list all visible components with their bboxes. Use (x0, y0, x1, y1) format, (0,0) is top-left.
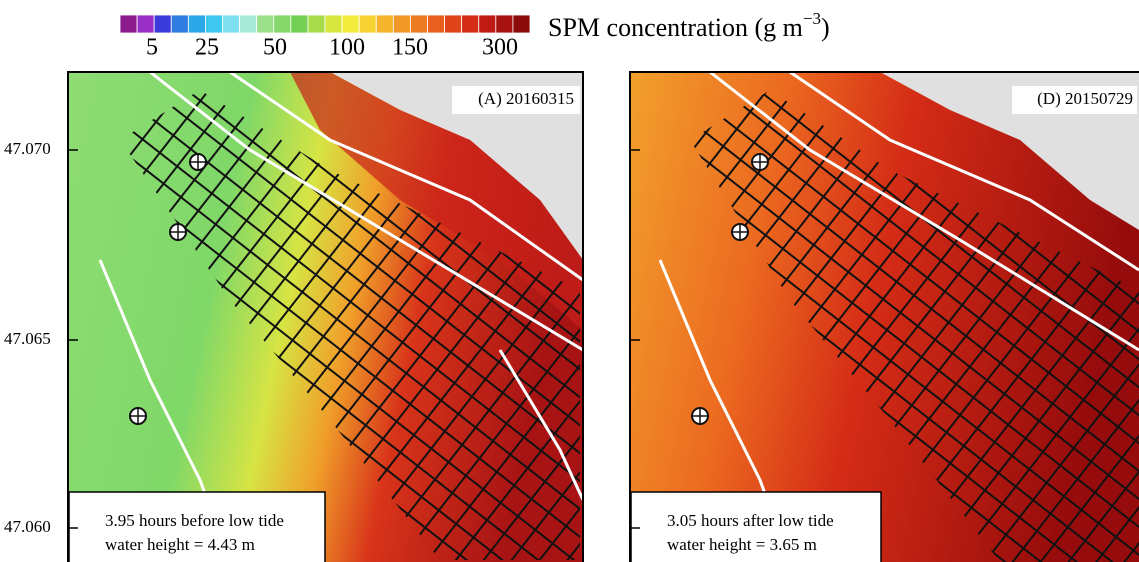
panel-label: (D) 20150729 (1037, 89, 1133, 108)
map-a (68, 72, 583, 562)
colorbar-tick-label: 100 (329, 35, 365, 61)
note: water height = 4.43 m (105, 535, 255, 554)
colorbar-swatch (119, 14, 138, 34)
colorbar-tick-label: 150 (392, 35, 428, 61)
colorbar-swatch (512, 14, 531, 34)
y-tick-label: 47.060 (4, 517, 51, 536)
colorbar-label: SPM concentration (g m−3) (548, 9, 830, 42)
colorbar-swatch (290, 14, 309, 34)
note: 3.95 hours before low tide (105, 511, 284, 530)
colorbar-swatch (273, 14, 292, 34)
colorbar-swatch (444, 14, 463, 34)
colorbar-swatch (461, 14, 480, 34)
colorbar-swatch (136, 14, 155, 34)
y-axis: 47.070 47.065 47.060 (4, 139, 640, 536)
colorbar-swatch (375, 14, 394, 34)
colorbar-swatch (495, 14, 514, 34)
colorbar-tick-label: 50 (263, 35, 287, 61)
colorbar-swatch (170, 14, 189, 34)
y-tick-label: 47.065 (4, 329, 51, 348)
colorbar-tick-label: 300 (482, 35, 518, 61)
colorbar-swatch (392, 14, 411, 34)
colorbar-swatch (222, 14, 240, 34)
y-tick-label: 47.070 (4, 139, 51, 158)
colorbar-swatch (256, 14, 275, 34)
colorbar-swatch (307, 14, 326, 34)
panel-label: (A) 20160315 (478, 89, 574, 108)
colorbar: 5 25 50 100 150 300 (119, 14, 531, 61)
colorbar-swatch (358, 14, 377, 34)
note: water height = 3.65 m (667, 535, 817, 554)
colorbar-swatch (205, 14, 223, 34)
colorbar-tick-label: 25 (195, 35, 219, 61)
colorbar-swatch (187, 14, 206, 34)
colorbar-swatch (478, 14, 497, 34)
colorbar-swatch (410, 14, 428, 34)
colorbar-swatch (427, 14, 445, 34)
colorbar-swatch (324, 14, 343, 34)
colorbar-swatch (239, 14, 258, 34)
note: 3.05 hours after low tide (667, 511, 834, 530)
map-d (630, 72, 1139, 562)
colorbar-tick-label: 5 (146, 35, 158, 61)
colorbar-swatch (153, 14, 172, 34)
colorbar-swatch (341, 14, 360, 34)
